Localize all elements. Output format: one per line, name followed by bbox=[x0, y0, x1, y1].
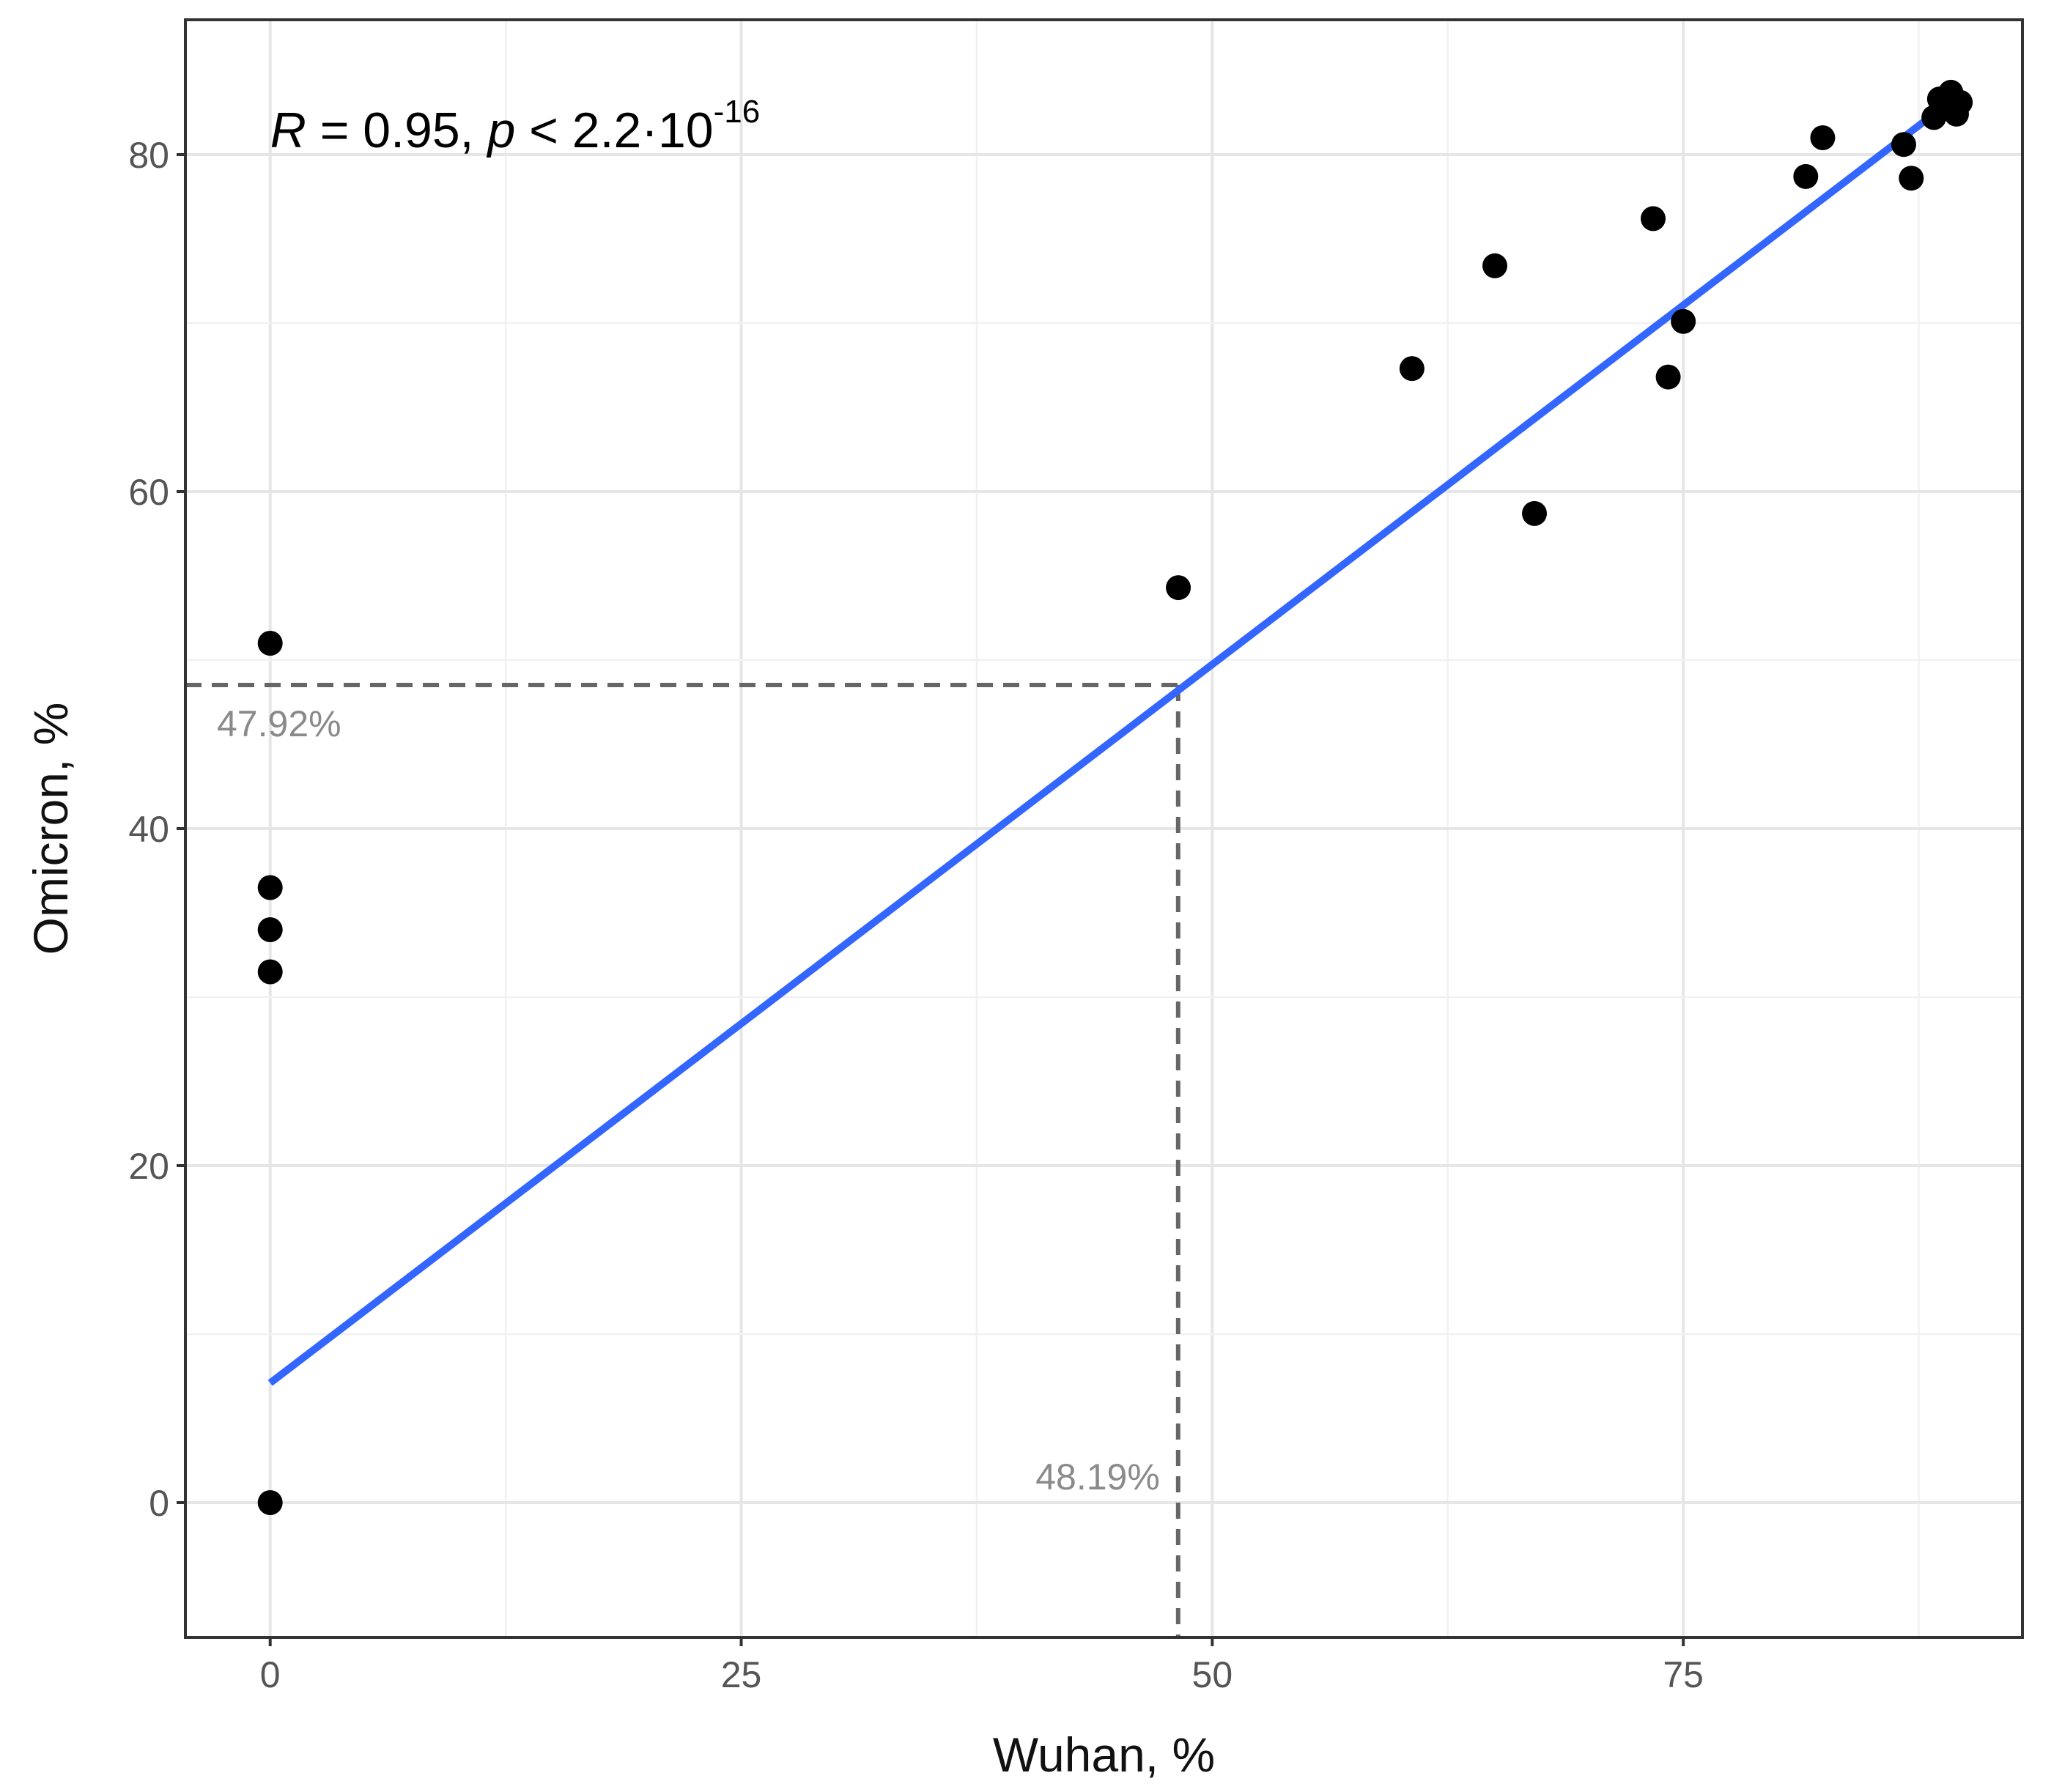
r-symbol: R bbox=[270, 103, 306, 158]
y-tick-label: 60 bbox=[128, 472, 169, 513]
r-value: = 0.95, bbox=[306, 103, 488, 158]
data-point bbox=[257, 875, 283, 900]
fit-line-group bbox=[267, 91, 1963, 1386]
p-symbol: p bbox=[486, 103, 515, 158]
data-points bbox=[257, 79, 1973, 1515]
reference-y-label: 47.92% bbox=[217, 703, 341, 744]
data-point bbox=[1655, 364, 1681, 390]
axis-ticks: 0 25 50 75 0 20 40 60 80 bbox=[128, 135, 1704, 1695]
x-tick-label: 75 bbox=[1663, 1654, 1704, 1695]
y-tick-label: 20 bbox=[128, 1146, 169, 1187]
y-tick-label: 40 bbox=[128, 809, 169, 850]
data-point bbox=[1166, 575, 1191, 601]
p-exponent: -16 bbox=[714, 94, 761, 130]
data-point bbox=[1891, 132, 1917, 158]
y-axis-title: Omicron, % bbox=[23, 703, 78, 955]
p-value: < 2.2·10 bbox=[515, 103, 713, 158]
data-point bbox=[1399, 356, 1424, 382]
y-tick-label: 0 bbox=[149, 1483, 169, 1524]
reference-lines bbox=[185, 683, 1180, 1637]
data-point bbox=[1522, 500, 1548, 526]
x-axis-title: Wuhan, % bbox=[993, 1728, 1215, 1782]
data-point bbox=[1948, 89, 1973, 115]
data-point bbox=[257, 1490, 283, 1515]
x-tick-label: 0 bbox=[260, 1654, 281, 1695]
data-point bbox=[1671, 308, 1696, 334]
reference-x-label: 48.19% bbox=[1035, 1456, 1160, 1497]
fit-line bbox=[267, 91, 1963, 1386]
x-tick-label: 50 bbox=[1192, 1654, 1233, 1695]
data-point bbox=[1810, 125, 1836, 150]
data-point bbox=[1793, 163, 1819, 189]
data-point bbox=[257, 917, 283, 942]
data-point bbox=[1899, 166, 1924, 191]
correlation-annotation: R = 0.95, p < 2.2·10-16 bbox=[270, 94, 760, 158]
data-point bbox=[257, 959, 283, 985]
grid bbox=[185, 20, 2022, 1637]
data-point bbox=[1641, 206, 1666, 232]
data-point bbox=[1482, 253, 1508, 278]
x-tick-label: 25 bbox=[721, 1654, 762, 1695]
y-tick-label: 80 bbox=[128, 135, 169, 176]
data-point bbox=[257, 631, 283, 656]
